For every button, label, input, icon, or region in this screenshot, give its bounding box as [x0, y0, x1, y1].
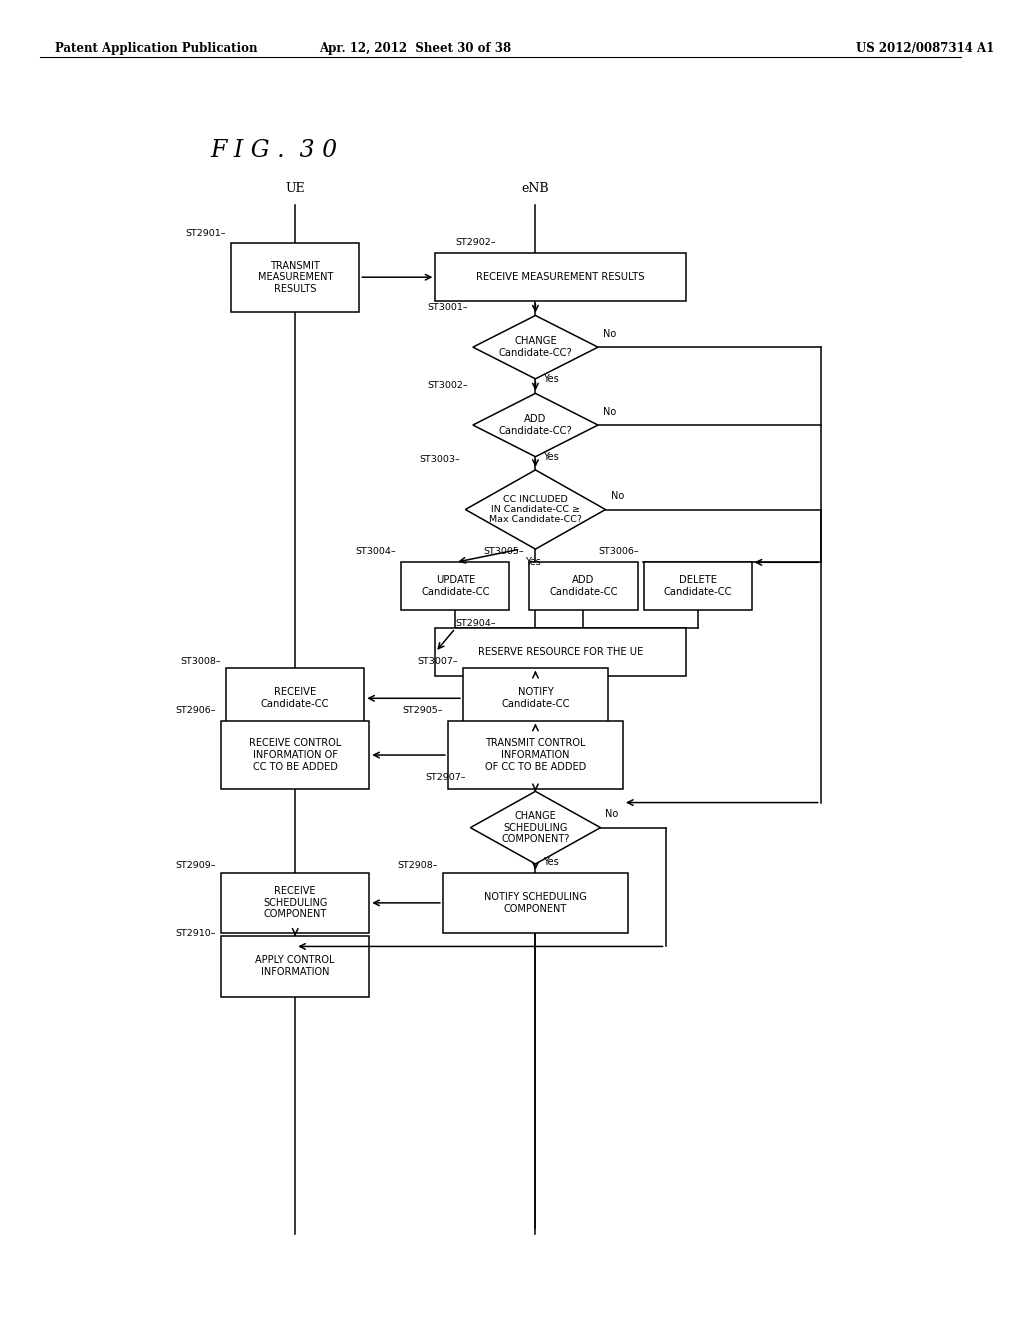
Text: ST2908–: ST2908–	[397, 862, 438, 870]
FancyBboxPatch shape	[435, 253, 685, 301]
FancyBboxPatch shape	[221, 873, 370, 933]
Text: ST3008–: ST3008–	[180, 657, 221, 665]
Text: ST3007–: ST3007–	[417, 657, 458, 665]
Text: NOTIFY
Candidate-CC: NOTIFY Candidate-CC	[501, 688, 569, 709]
FancyBboxPatch shape	[435, 628, 685, 676]
Text: ST2901–: ST2901–	[185, 230, 226, 238]
Text: RECEIVE MEASUREMENT RESULTS: RECEIVE MEASUREMENT RESULTS	[476, 272, 645, 282]
Text: RECEIVE
SCHEDULING
COMPONENT: RECEIVE SCHEDULING COMPONENT	[263, 886, 328, 920]
Text: Patent Application Publication: Patent Application Publication	[55, 42, 258, 55]
FancyBboxPatch shape	[401, 562, 509, 610]
FancyBboxPatch shape	[221, 936, 370, 997]
Polygon shape	[470, 791, 600, 865]
Text: ADD
Candidate-CC: ADD Candidate-CC	[549, 576, 617, 597]
Text: UPDATE
Candidate-CC: UPDATE Candidate-CC	[421, 576, 489, 597]
Text: RESERVE RESOURCE FOR THE UE: RESERVE RESOURCE FOR THE UE	[478, 647, 643, 657]
Text: ST3002–: ST3002–	[427, 381, 468, 389]
Text: Yes: Yes	[544, 375, 559, 384]
Text: No: No	[605, 809, 618, 820]
Text: No: No	[603, 329, 616, 339]
Text: ADD
Candidate-CC?: ADD Candidate-CC?	[499, 414, 572, 436]
Text: TRANSMIT
MEASUREMENT
RESULTS: TRANSMIT MEASUREMENT RESULTS	[258, 260, 333, 294]
Text: ST2904–: ST2904–	[455, 619, 496, 627]
Text: Apr. 12, 2012  Sheet 30 of 38: Apr. 12, 2012 Sheet 30 of 38	[319, 42, 511, 55]
Text: UE: UE	[286, 182, 305, 195]
Text: Yes: Yes	[544, 857, 559, 867]
Text: RECEIVE CONTROL
INFORMATION OF
CC TO BE ADDED: RECEIVE CONTROL INFORMATION OF CC TO BE …	[249, 738, 341, 772]
FancyBboxPatch shape	[226, 668, 365, 729]
Text: CHANGE
Candidate-CC?: CHANGE Candidate-CC?	[499, 337, 572, 358]
Text: DELETE
Candidate-CC: DELETE Candidate-CC	[664, 576, 732, 597]
Text: ST2909–: ST2909–	[176, 862, 216, 870]
Text: ST2902–: ST2902–	[455, 239, 496, 247]
Text: CC INCLUDED
IN Candidate-CC ≥
Max Candidate-CC?: CC INCLUDED IN Candidate-CC ≥ Max Candid…	[488, 495, 582, 524]
Text: TRANSMIT CONTROL
INFORMATION
OF CC TO BE ADDED: TRANSMIT CONTROL INFORMATION OF CC TO BE…	[484, 738, 586, 772]
Text: ST2907–: ST2907–	[425, 774, 465, 781]
Text: Yes: Yes	[544, 451, 559, 462]
Text: ST3003–: ST3003–	[420, 455, 461, 463]
Polygon shape	[473, 393, 598, 457]
Text: ST3005–: ST3005–	[483, 548, 524, 556]
Text: ST2905–: ST2905–	[402, 706, 442, 714]
FancyBboxPatch shape	[643, 562, 752, 610]
FancyBboxPatch shape	[231, 243, 359, 312]
Polygon shape	[465, 470, 605, 549]
Polygon shape	[473, 315, 598, 379]
Text: ST3004–: ST3004–	[355, 548, 396, 556]
Text: RECEIVE
Candidate-CC: RECEIVE Candidate-CC	[261, 688, 330, 709]
Text: No: No	[610, 491, 624, 502]
Text: eNB: eNB	[521, 182, 549, 195]
Text: CHANGE
SCHEDULING
COMPONENT?: CHANGE SCHEDULING COMPONENT?	[502, 810, 569, 845]
Text: APPLY CONTROL
INFORMATION: APPLY CONTROL INFORMATION	[256, 956, 335, 977]
Text: NOTIFY SCHEDULING
COMPONENT: NOTIFY SCHEDULING COMPONENT	[484, 892, 587, 913]
FancyBboxPatch shape	[529, 562, 638, 610]
Text: ST3006–: ST3006–	[598, 548, 639, 556]
FancyBboxPatch shape	[463, 668, 608, 729]
Text: Yes: Yes	[525, 557, 541, 568]
FancyBboxPatch shape	[447, 721, 623, 789]
Text: ST3001–: ST3001–	[427, 304, 468, 312]
Text: US 2012/0087314 A1: US 2012/0087314 A1	[856, 42, 994, 55]
Text: ST2906–: ST2906–	[176, 706, 216, 714]
FancyBboxPatch shape	[442, 873, 628, 933]
Text: F I G .  3 0: F I G . 3 0	[210, 139, 337, 161]
Text: ST2910–: ST2910–	[176, 929, 216, 937]
Text: No: No	[603, 407, 616, 417]
FancyBboxPatch shape	[221, 721, 370, 789]
